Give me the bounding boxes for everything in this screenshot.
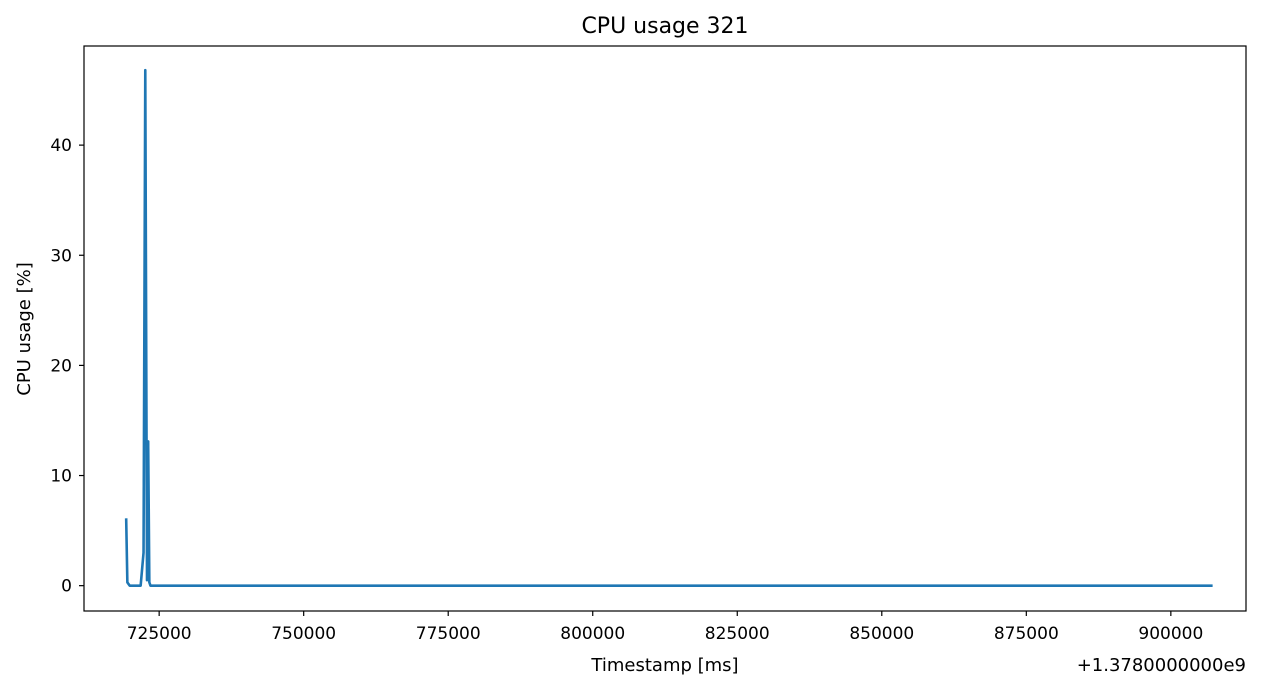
x-tick-label: 775000 [416, 624, 481, 644]
series-line-0 [124, 68, 1213, 587]
y-axis-label: CPU usage [%] [14, 262, 35, 396]
x-tick-label: 875000 [994, 624, 1059, 644]
y-tick-label: 0 [61, 577, 72, 597]
x-tick-label: 825000 [705, 624, 770, 644]
x-axis-offset-label: +1.3780000000e9 [1077, 655, 1246, 676]
plot-area [83, 45, 1247, 612]
y-tick-label: 30 [50, 246, 72, 266]
x-axis-label: Timestamp [ms] [590, 655, 738, 676]
x-tick-label: 725000 [127, 624, 192, 644]
plot-frame [83, 45, 1247, 612]
y-tick-label: 20 [50, 356, 72, 376]
y-axis: 0 10 20 30 40 [50, 136, 84, 597]
x-tick-label: 850000 [849, 624, 914, 644]
x-tick-label: 900000 [1138, 624, 1203, 644]
x-tick-label: 800000 [560, 624, 625, 644]
y-tick-label: 40 [50, 136, 72, 156]
y-tick-label: 10 [50, 467, 72, 487]
x-axis: 725000 750000 775000 800000 825000 850000 8750… [127, 611, 1203, 644]
x-tick-label: 750000 [271, 624, 336, 644]
chart-title: CPU usage 321 [581, 14, 748, 39]
